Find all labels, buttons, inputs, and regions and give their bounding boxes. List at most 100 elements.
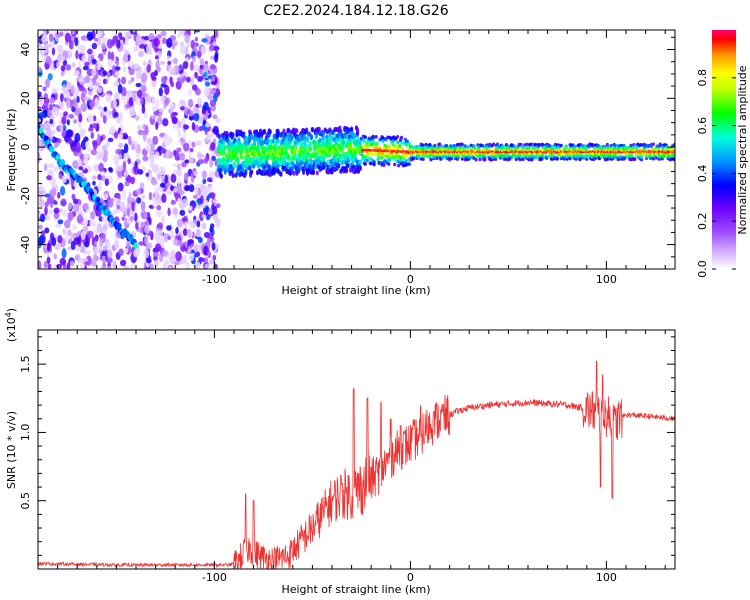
- band-core: [368, 149, 371, 152]
- noise-speckle: [196, 97, 201, 104]
- noise-speckle: [213, 53, 219, 63]
- noise-speckle: [118, 32, 123, 39]
- noise-speckle: [171, 42, 176, 50]
- noise-speckle: [137, 129, 144, 136]
- noise-speckle: [161, 193, 167, 204]
- noise-speckle: [82, 217, 89, 227]
- noise-speckle: [88, 79, 94, 91]
- noise-speckle: [139, 182, 145, 191]
- band-point: [266, 137, 270, 144]
- band-core: [383, 149, 385, 153]
- y-tick-label: -40: [19, 236, 32, 254]
- noise-speckle: [143, 112, 148, 119]
- band-point: [276, 138, 280, 144]
- noise-speckle: [204, 205, 210, 213]
- band-point: [474, 157, 478, 162]
- noise-speckle: [168, 265, 172, 269]
- noise-speckle: [93, 240, 97, 247]
- noise-speckle: [161, 177, 165, 185]
- band-core: [519, 150, 521, 154]
- noise-speckle: [174, 150, 180, 161]
- noise-speckle: [199, 64, 204, 70]
- noise-speckle: [48, 209, 53, 215]
- noise-speckle: [167, 235, 171, 241]
- noise-speckle: [69, 260, 75, 267]
- band-core: [565, 150, 568, 154]
- noise-speckle: [102, 223, 108, 231]
- noise-speckle: [118, 153, 123, 160]
- band-point: [388, 158, 392, 162]
- band-point: [279, 171, 283, 177]
- noise-speckle: [128, 68, 135, 76]
- band-point: [301, 160, 305, 166]
- band-core: [546, 150, 548, 154]
- band-core: [392, 150, 394, 153]
- noise-speckle: [91, 68, 97, 77]
- band-core: [381, 149, 383, 152]
- noise-speckle: [106, 71, 111, 78]
- band-core: [417, 150, 420, 154]
- band-point: [405, 139, 410, 144]
- band-core: [453, 150, 456, 154]
- noise-speckle: [78, 85, 85, 92]
- noise-speckle: [102, 245, 108, 252]
- noise-speckle: [188, 156, 195, 164]
- noise-speckle: [145, 94, 152, 103]
- noise-speckle: [124, 247, 129, 254]
- band-point: [242, 131, 246, 137]
- noise-speckle: [140, 201, 146, 211]
- spectrogram-heatmap: [38, 30, 675, 269]
- band-point: [384, 137, 388, 142]
- band-point: [639, 142, 643, 147]
- band-core: [661, 150, 664, 154]
- noise-speckle: [159, 166, 166, 176]
- noise-speckle: [123, 170, 129, 177]
- band-point: [514, 157, 518, 162]
- noise-speckle: [146, 44, 152, 55]
- noise-speckle: [80, 104, 85, 111]
- band-point: [310, 126, 314, 133]
- noise-speckle: [72, 70, 80, 77]
- noise-speckle: [39, 195, 43, 203]
- noise-speckle: [86, 230, 94, 239]
- noise-speckle: [135, 82, 142, 88]
- noise-speckle: [105, 93, 112, 104]
- noise-speckle: [200, 195, 204, 205]
- noise-speckle: [209, 192, 216, 199]
- noise-speckle: [66, 262, 71, 269]
- noise-speckle: [62, 209, 68, 217]
- noise-speckle: [156, 66, 161, 73]
- noise-speckle: [190, 39, 195, 49]
- noise-speckle: [121, 189, 127, 201]
- spectrogram-frame: [37, 29, 676, 270]
- noise-speckle: [180, 182, 186, 187]
- noise-speckle: [201, 257, 205, 263]
- noise-speckle: [49, 118, 54, 125]
- noise-speckle: [154, 55, 159, 60]
- noise-speckle: [76, 214, 83, 224]
- band-point: [468, 155, 472, 160]
- band-core: [632, 150, 634, 154]
- y-tick-label: -20: [19, 187, 32, 205]
- band-point: [240, 154, 244, 160]
- noise-speckle: [67, 229, 72, 236]
- noise-speckle: [90, 149, 98, 156]
- band-core: [391, 149, 393, 153]
- band-core: [578, 150, 580, 154]
- snr-ticks: -100 0 100 0.5 1.0 1.5: [19, 330, 675, 584]
- noise-speckle: [98, 162, 104, 173]
- noise-speckle: [64, 32, 72, 43]
- noise-speckle: [203, 71, 208, 78]
- band-core: [520, 150, 522, 154]
- noise-speckle: [131, 201, 135, 212]
- band-point: [371, 136, 375, 141]
- noise-speckle: [179, 106, 186, 111]
- band-point: [309, 159, 314, 165]
- band-point: [397, 163, 401, 168]
- noise-speckle: [121, 216, 125, 221]
- noise-speckle: [113, 99, 117, 109]
- snr-panel: -100 0 100 0.5 1.0 1.5 Height of straight lin…: [4, 308, 676, 596]
- noise-speckle: [67, 211, 74, 221]
- noise-speckle: [73, 203, 80, 213]
- noise-speckle: [188, 219, 194, 226]
